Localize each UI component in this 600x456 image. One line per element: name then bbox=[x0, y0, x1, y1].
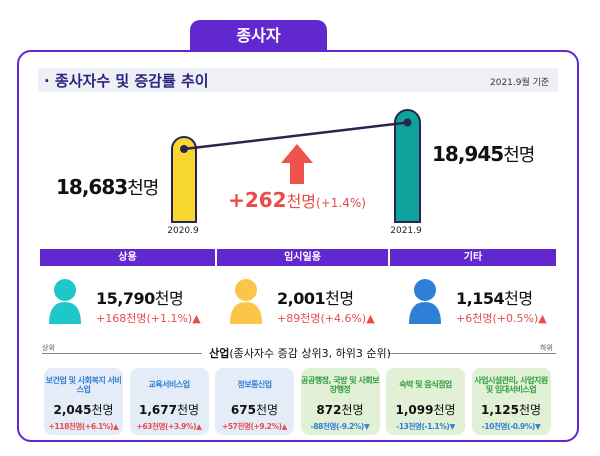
header-other: 기타 bbox=[390, 249, 556, 266]
industry-card: 사업시설관리, 사업지원 및 임대서비스업 1,125천명 -10천명(-0.9… bbox=[471, 368, 551, 435]
value-2021: 18,945천명 bbox=[432, 142, 535, 166]
down-arrow-icon: ▼ bbox=[534, 422, 541, 431]
industry-card: 공공행정, 국방 및 사회보장행정 872천명 -88천명(-9.2%)▼ bbox=[300, 368, 380, 435]
industry-card: 교육서비스업 1,677천명 +63천명(+3.9%)▲ bbox=[129, 368, 209, 435]
section-tab: 종사자 bbox=[190, 20, 327, 52]
down-arrow-icon: ▼ bbox=[449, 422, 455, 431]
employee-chart bbox=[171, 109, 421, 223]
header-temporary: 임시일용 bbox=[217, 249, 388, 266]
type-value: 2,001천명 bbox=[277, 289, 354, 308]
subtitle-bar bbox=[38, 68, 558, 92]
xlabel-2020: 2020.9 bbox=[167, 226, 199, 236]
point-2020 bbox=[180, 145, 188, 153]
industry-value: 675천명 bbox=[230, 403, 279, 417]
industry-name: 정보통신업 bbox=[237, 380, 272, 390]
person-icon bbox=[230, 279, 262, 324]
up-arrow-icon: ▲ bbox=[366, 312, 375, 325]
divider-right bbox=[388, 353, 556, 354]
type-change: +168천명(+1.1%)▲ bbox=[96, 312, 201, 325]
point-2021 bbox=[403, 118, 412, 127]
up-arrow-icon: ▲ bbox=[281, 422, 288, 431]
divider-left bbox=[42, 353, 202, 354]
down-arrow-icon: ▼ bbox=[363, 422, 370, 431]
up-arrow-icon: ▲ bbox=[196, 422, 202, 431]
person-icon bbox=[409, 279, 441, 324]
industry-card: 보건업 및 사회복지 서비스업 2,045천명 +118천명(+6.1%)▲ bbox=[44, 368, 123, 435]
type-value: 1,154천명 bbox=[456, 289, 533, 308]
industry-name: 보건업 및 사회복지 서비스업 bbox=[45, 375, 122, 394]
value-2020: 18,683천명 bbox=[56, 175, 159, 199]
header-regular: 상용 bbox=[40, 249, 215, 266]
trend-line bbox=[183, 121, 408, 151]
type-change: +89천명(+4.6%)▲ bbox=[277, 312, 375, 325]
industry-change: -10천명(-0.9%)▼ bbox=[481, 422, 541, 431]
industry-value: 1,125천명 bbox=[480, 403, 542, 417]
person-icon bbox=[49, 279, 81, 324]
industry-change: -88천명(-9.2%)▼ bbox=[310, 422, 370, 431]
industry-change: +57천명(+9.2%)▲ bbox=[221, 422, 288, 431]
increase-arrow-icon bbox=[281, 144, 313, 184]
industry-value: 1,099천명 bbox=[395, 403, 456, 417]
industry-name: 사업시설관리, 사업지원 및 임대서비스업 bbox=[474, 375, 548, 394]
basis-date: 2021.9월 기준 bbox=[490, 78, 550, 88]
bar-2021 bbox=[394, 109, 421, 223]
up-arrow-icon: ▲ bbox=[113, 422, 119, 431]
type-change: +6천명(+0.5%)▲ bbox=[456, 312, 547, 325]
industry-name: 공공행정, 국방 및 사회보장행정 bbox=[301, 375, 380, 394]
top-label: 상위 bbox=[42, 344, 55, 352]
up-arrow-icon: ▲ bbox=[538, 312, 547, 325]
industry-change: -13천명(-1.1%)▼ bbox=[396, 422, 455, 431]
industry-name: 숙박 및 음식점업 bbox=[399, 380, 452, 390]
bottom-label: 하위 bbox=[540, 344, 553, 352]
type-value: 15,790천명 bbox=[96, 289, 184, 308]
industry-card: 숙박 및 음식점업 1,099천명 -13천명(-1.1%)▼ bbox=[386, 368, 465, 435]
industry-name: 교육서비스업 bbox=[148, 380, 190, 390]
industry-card: 정보통신업 675천명 +57천명(+9.2%)▲ bbox=[215, 368, 294, 435]
industry-change: +63천명(+3.9%)▲ bbox=[136, 422, 202, 431]
up-arrow-icon: ▲ bbox=[192, 312, 201, 325]
section-title: · 종사자수 및 증감률 추이 bbox=[44, 72, 209, 90]
xlabel-2021: 2021.9 bbox=[390, 226, 422, 236]
change-total: +262천명(+1.4%) bbox=[228, 188, 366, 212]
content-card bbox=[17, 50, 579, 442]
industry-title: 산업(종사자수 증감 상위3, 하위3 순위) bbox=[209, 347, 391, 360]
industry-value: 2,045천명 bbox=[53, 403, 114, 417]
industry-value: 872천명 bbox=[316, 403, 364, 417]
industry-value: 1,677천명 bbox=[138, 403, 200, 417]
industry-change: +118천명(+6.1%)▲ bbox=[48, 422, 119, 431]
